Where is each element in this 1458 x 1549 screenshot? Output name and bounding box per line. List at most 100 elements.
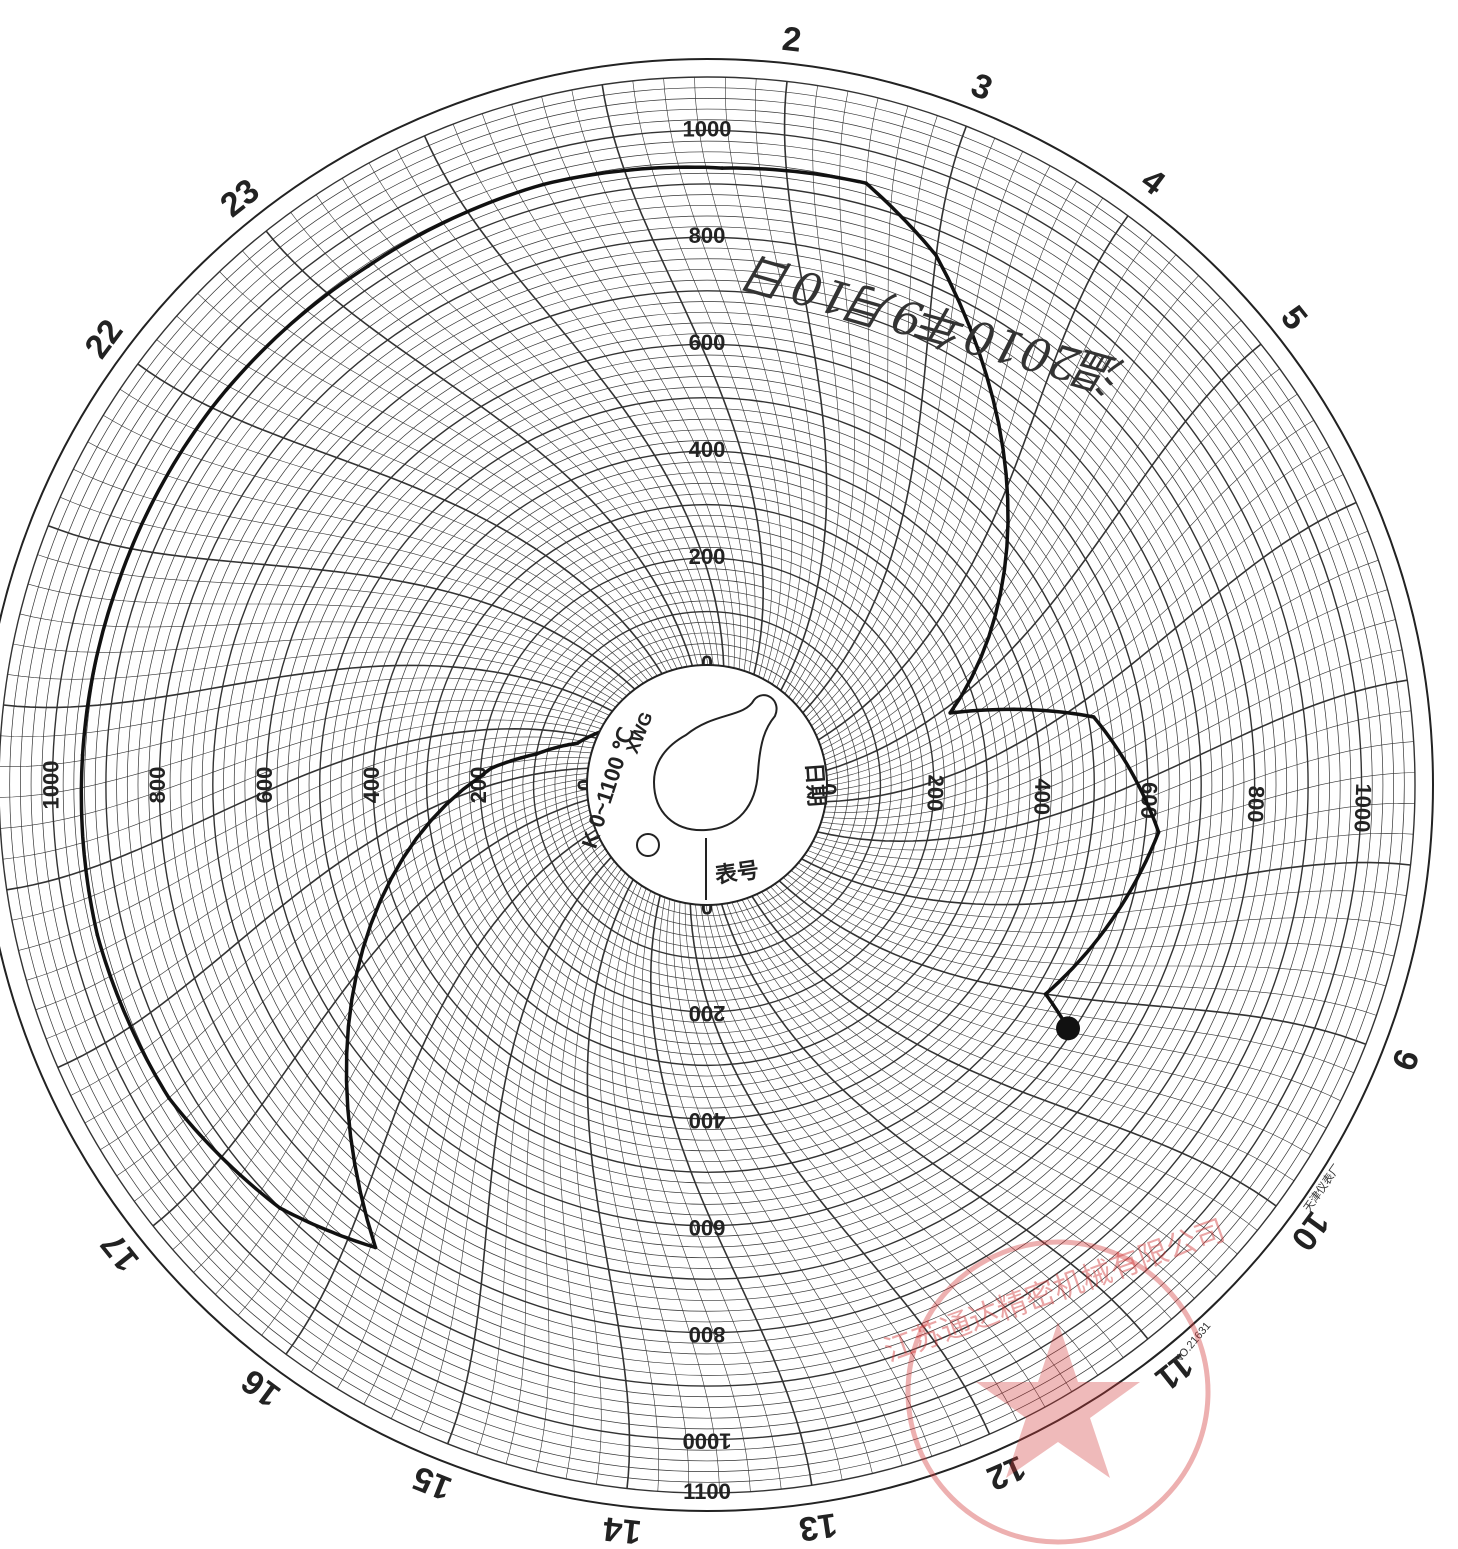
grid-circle <box>244 322 1170 1248</box>
grid-circle <box>0 76 1416 1494</box>
data-point <box>934 253 938 258</box>
time-arc <box>505 865 619 1464</box>
time-arc <box>799 115 938 709</box>
scale-tick-label: 200 <box>689 544 726 569</box>
time-arc <box>341 178 709 666</box>
time-arc <box>825 501 1357 803</box>
grid-circle <box>191 269 1223 1301</box>
time-arc <box>819 234 1153 746</box>
time-arc <box>720 903 1149 1340</box>
time-arc <box>197 293 678 669</box>
data-point <box>278 1206 282 1210</box>
time-arc <box>559 872 626 1479</box>
time-arc <box>134 794 588 1202</box>
hub-disc <box>586 664 828 906</box>
stamp-ring <box>905 1239 1211 1545</box>
scale-tick-label: 800 <box>689 223 726 248</box>
data-point <box>720 166 724 170</box>
time-arc <box>700 904 1046 1408</box>
time-arc <box>193 809 590 1273</box>
time-arc <box>137 363 663 675</box>
time-arc <box>172 804 589 1250</box>
grid-circle <box>501 579 913 991</box>
data-point <box>542 182 546 187</box>
time-arc <box>13 637 620 704</box>
time-arc <box>823 559 1379 813</box>
grid-circle <box>73 151 1341 1419</box>
time-arc <box>116 788 588 1177</box>
time-arc <box>476 861 615 1455</box>
scale-tick-label: 600 <box>252 767 277 804</box>
scale-tick-label: 800 <box>689 1322 726 1347</box>
time-arc <box>423 135 725 667</box>
time-arc <box>571 89 756 673</box>
scale-max-label: 1100 <box>683 1479 731 1504</box>
time-arc <box>784 85 841 694</box>
time-arc <box>87 441 649 681</box>
time-arc <box>679 901 933 1457</box>
time-arc <box>731 902 1195 1299</box>
time-arc <box>0 700 604 798</box>
data-point <box>489 766 494 770</box>
time-arc <box>770 886 1341 1102</box>
time-arc <box>805 137 996 718</box>
data-point <box>1043 992 1048 996</box>
temperature-trace <box>79 165 1161 1250</box>
time-arc <box>0 677 610 738</box>
time-arc <box>807 802 1415 881</box>
time-arc <box>649 895 813 1486</box>
time-arc <box>822 589 1388 819</box>
time-arc <box>817 215 1129 741</box>
table-no-label: 表号 <box>713 857 760 888</box>
scale-tick-label: 800 <box>145 767 170 804</box>
time-arc <box>825 320 1242 766</box>
scale-tick-label: 400 <box>1029 778 1055 816</box>
time-arc <box>19 613 624 700</box>
time-arc <box>28 583 627 697</box>
grid-circle <box>126 204 1288 1366</box>
time-arc <box>726 903 1172 1320</box>
time-arc <box>57 767 589 1069</box>
time-arc <box>658 897 843 1481</box>
time-arc <box>705 904 1073 1392</box>
hour-label: 11 <box>1148 1346 1200 1398</box>
time-arc <box>390 848 606 1419</box>
time-arc <box>73 468 644 684</box>
time-arc <box>815 710 1412 851</box>
grid-circle <box>105 183 1309 1387</box>
data-point <box>373 1245 378 1250</box>
scale-tick-label: 600 <box>689 1215 726 1240</box>
time-arc <box>156 339 668 673</box>
data-point <box>210 405 214 410</box>
time-arc <box>808 151 1024 722</box>
time-arc <box>798 862 1407 919</box>
time-arc <box>825 343 1262 772</box>
time-arc <box>813 181 1078 731</box>
data-point <box>948 711 952 715</box>
time-arc <box>746 897 1258 1231</box>
stamp-star-icon <box>976 1322 1140 1478</box>
time-arc <box>47 524 636 690</box>
time-arc <box>817 679 1408 843</box>
time-arc <box>819 649 1403 834</box>
scale-tick-label: 600 <box>689 330 726 355</box>
hour-label: 4 <box>1134 161 1172 203</box>
time-arc <box>3 664 613 712</box>
grid-circle <box>265 343 1149 1227</box>
time-arc <box>599 882 660 1492</box>
date-label: 日期 <box>801 762 829 808</box>
time-arc <box>826 368 1280 776</box>
time-arc <box>18 744 593 951</box>
time-arc <box>795 106 909 705</box>
time-arc <box>0 710 602 829</box>
hour-label: 23 <box>213 171 266 224</box>
time-arc <box>100 783 588 1151</box>
grid-circle <box>565 643 849 927</box>
time-arc <box>35 757 591 1011</box>
time-arc <box>632 80 773 677</box>
grid-circle <box>41 119 1373 1451</box>
scale-tick-label: 400 <box>359 767 384 804</box>
time-arc <box>368 162 714 666</box>
outer-border <box>0 58 1434 1512</box>
time-arc <box>396 148 719 666</box>
